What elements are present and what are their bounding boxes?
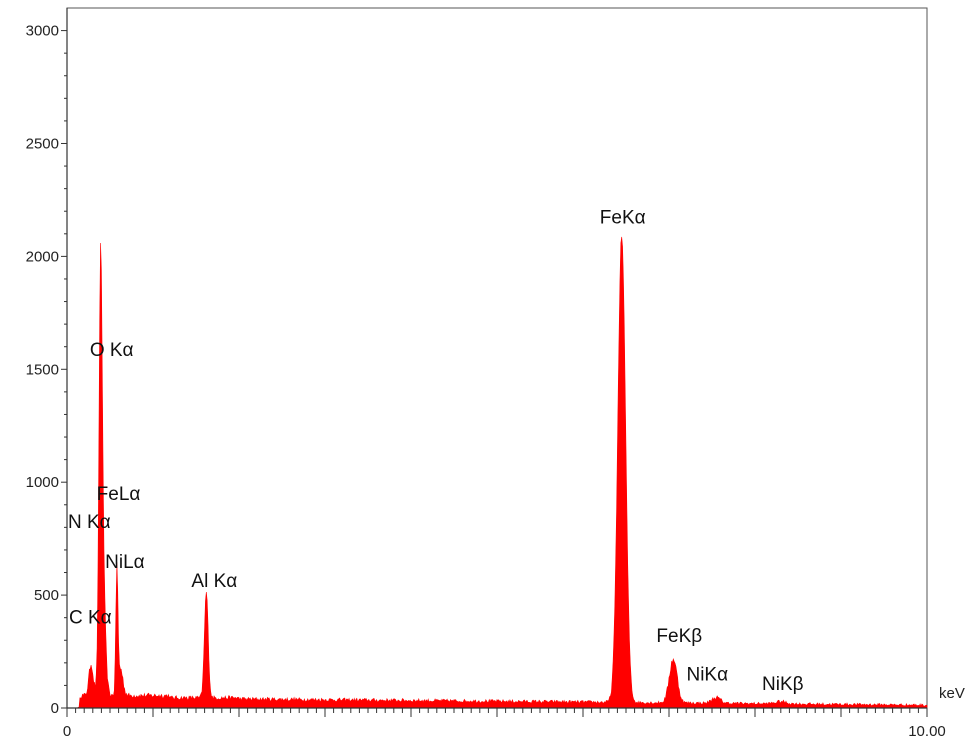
y-tick-label: 2000	[26, 248, 59, 265]
peak-labels: C Kα N Kα O Kα FeLα NiLα Al Kα FeKα FeKβ NiKα NiK…	[68, 208, 804, 696]
y-tick-label: 2500	[26, 135, 59, 152]
spectrum-fill	[76, 236, 928, 709]
x-tick-label: 0	[63, 723, 71, 740]
y-tick-label: 1500	[26, 361, 59, 378]
plot-area	[66, 7, 928, 709]
peak-label: Al Kα	[191, 571, 237, 592]
y-tick-label: 0	[51, 700, 59, 717]
peak-label: NiLα	[105, 552, 145, 573]
y-tick-label: 3000	[26, 23, 59, 40]
x-axis: 0 10.00 keV	[63, 685, 965, 740]
y-tick-label: 500	[34, 587, 59, 604]
peak-label: N Kα	[68, 512, 111, 533]
peak-label: FeKα	[600, 208, 646, 229]
peak-label: NiKβ	[762, 674, 804, 695]
peak-label: O Kα	[90, 340, 134, 361]
peak-label: FeKβ	[656, 626, 702, 647]
y-axis: 0 500 1000 1500 2000 2500 3000	[26, 8, 68, 717]
x-tick-label: 10.00	[908, 723, 946, 740]
peak-label: C Kα	[69, 607, 112, 628]
peak-label: FeLα	[97, 484, 141, 505]
peak-label: NiKα	[686, 665, 728, 686]
spectrum-layer	[76, 236, 928, 709]
y-tick-label: 1000	[26, 474, 59, 491]
plot-frame	[66, 7, 928, 709]
x-unit-label: keV	[939, 685, 965, 702]
